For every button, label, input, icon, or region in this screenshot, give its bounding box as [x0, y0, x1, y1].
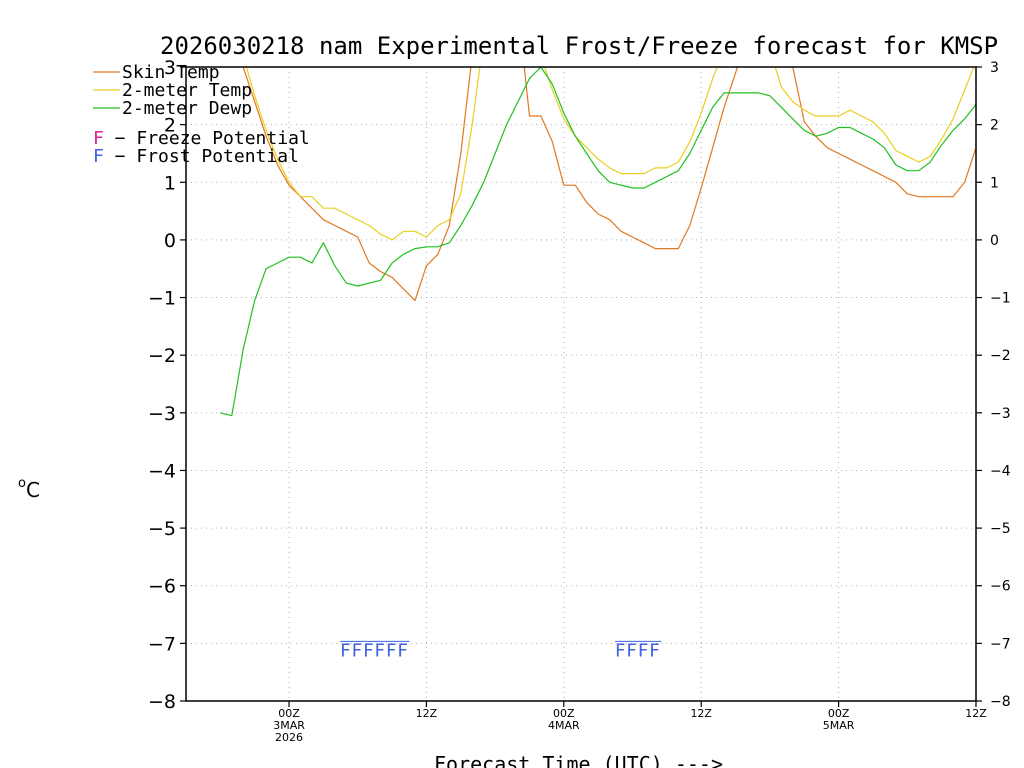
y-tick-label-right: −2 [990, 348, 1011, 364]
potential-legend-text: − Frost Potential [104, 146, 299, 167]
grid [186, 66, 977, 702]
x-tick-label: 00Z [828, 707, 850, 720]
frost-potential-mark: F [352, 640, 362, 661]
y-axis-right: 3 2 1 0 −1 −2 −3 −4 −5 −6 −7 −8 [976, 60, 1011, 710]
y-tick-label: −2 [148, 345, 176, 367]
y-tick-label: −5 [148, 518, 176, 540]
y-tick-label-right: −5 [990, 521, 1011, 537]
frost-potential-mark: F [615, 640, 625, 661]
y-tick-label-right: −4 [990, 463, 1011, 479]
x-tick-label: 5MAR [823, 719, 855, 732]
y-tick-label: −4 [148, 460, 176, 482]
y-tick-label: 1 [164, 172, 176, 194]
x-tick-label: 00Z [553, 707, 575, 720]
y-tick-label-right: 0 [990, 233, 999, 249]
y-tick-label: 3 [164, 57, 176, 79]
x-tick-label: 12Z [690, 707, 712, 720]
frost-potential-mark: F [638, 640, 648, 661]
frost-potential-mark: F [398, 640, 408, 661]
y-tick-label-right: 3 [990, 60, 999, 76]
y-axis-label-unit: C [26, 478, 40, 502]
frost-potential-mark: F [627, 640, 637, 661]
y-tick-label-right: 2 [990, 118, 999, 134]
y-axis-label-degree: o [18, 476, 26, 491]
y-tick-label: 2 [164, 115, 176, 137]
legend-label-0: Skin Temp [122, 62, 220, 83]
series-line-2 [220, 67, 976, 417]
potential-legend-text: − Freeze Potential [104, 128, 310, 149]
frost-potential-mark: F [363, 640, 373, 661]
y-tick-label: −8 [148, 691, 176, 713]
y-tick-label-right: −7 [990, 636, 1011, 652]
series-layer [220, 67, 976, 417]
y-tick-label: −6 [148, 576, 176, 598]
x-tick-label: 12Z [416, 707, 438, 720]
y-tick-label-right: −6 [990, 579, 1011, 595]
y-tick-label-right: −8 [990, 694, 1011, 710]
potential-legend-letter: F [93, 128, 104, 149]
series-line-0 [242, 67, 976, 301]
y-tick-label: −1 [148, 288, 176, 310]
y-tick-label: −3 [148, 403, 176, 425]
y-tick-label-right: 1 [990, 175, 999, 191]
frost-potential-mark: F [386, 640, 396, 661]
frost-potential-mark: F [375, 640, 385, 661]
x-tick-label: 2026 [275, 731, 303, 744]
potential-legend-0: F − Freeze Potential [93, 128, 310, 149]
x-tick-label: 12Z [965, 707, 987, 720]
chart-title: 2026030218 nam Experimental Frost/Freeze… [160, 32, 998, 60]
y-axis-left: 3 2 1 0 −1 −2 −3 −4 −5 −6 −7 −8 [148, 57, 186, 713]
y-tick-label-right: −1 [990, 291, 1011, 307]
x-tick-label: 4MAR [548, 719, 580, 732]
y-axis-label: oC [18, 476, 40, 502]
series-line-1 [245, 67, 975, 241]
frost-potential-mark: F [340, 640, 350, 661]
y-tick-label: −7 [148, 633, 176, 655]
y-tick-label-right: −3 [990, 406, 1011, 422]
x-tick-label: 3MAR [273, 719, 305, 732]
x-tick-label: 00Z [278, 707, 300, 720]
potential-legend-1: F − Frost Potential [93, 146, 299, 167]
plot-frame [185, 66, 977, 702]
frost-potential-mark: F [649, 640, 659, 661]
x-axis-label: Forecast Time (UTC) ---> [434, 752, 723, 768]
y-tick-label: 0 [164, 230, 176, 252]
legend-label-2: 2-meter Dewp [122, 98, 252, 119]
potential-legend-letter: F [93, 146, 104, 167]
legend-label-1: 2-meter Temp [122, 80, 252, 101]
